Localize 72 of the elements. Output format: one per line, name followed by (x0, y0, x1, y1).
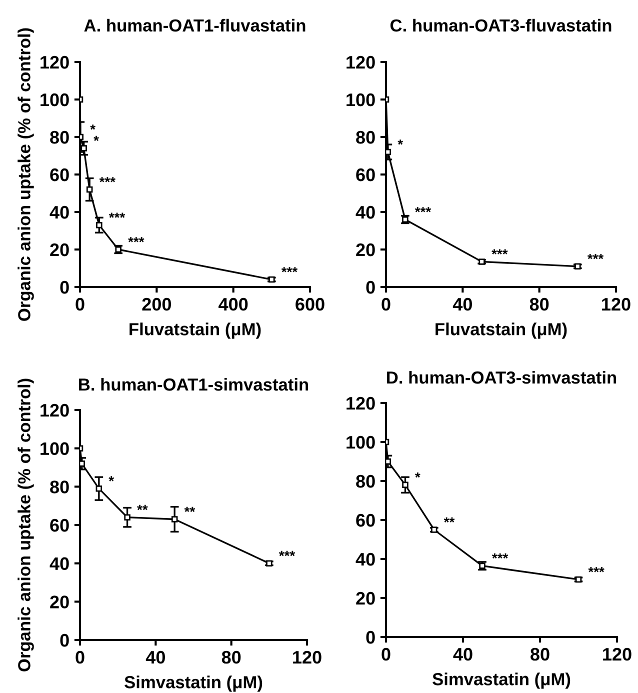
y-tick-label: 40 (50, 557, 69, 570)
y-tick-label: 100 (346, 436, 375, 449)
annotation: *** (108, 212, 126, 218)
annotation: ** (444, 517, 455, 522)
x-tick-label: 0 (382, 298, 390, 311)
y-tick-label: 20 (50, 243, 69, 256)
y-tick-label: 60 (50, 168, 69, 182)
annotation: *** (281, 267, 298, 272)
y-tick-label: 20 (356, 243, 375, 256)
annotation: *** (128, 237, 144, 242)
y-tick-label: 40 (356, 206, 375, 219)
y-axis-title: Organic anion uptake (% of control) (18, 28, 34, 321)
y-tick-label: 40 (356, 552, 375, 566)
annotation: *** (492, 249, 508, 254)
annotation: * (90, 124, 96, 130)
annotation: * (398, 140, 404, 145)
annotation: *** (414, 207, 432, 212)
chart-title: C. human-OAT3-fluvastatin (390, 18, 612, 32)
y-tick-label: 0 (60, 634, 69, 647)
annotation: * (415, 472, 420, 478)
x-tick-label: 40 (453, 648, 472, 661)
x-tick-label: 40 (452, 298, 472, 311)
x-axis-title: Simvastatin (μM) (124, 676, 262, 692)
y-tick-label: 20 (356, 592, 375, 605)
x-tick-label: 600 (296, 298, 324, 311)
y-tick-label: 100 (346, 93, 375, 106)
y-tick-label: 20 (50, 596, 69, 608)
x-tick-label: 80 (222, 650, 241, 664)
y-tick-label: 0 (60, 280, 69, 294)
chart-title: D. human-OAT3-simvastatin (387, 370, 616, 384)
y-tick-label: 120 (346, 56, 375, 69)
x-tick-label: 120 (293, 650, 322, 664)
x-tick-label: 120 (602, 298, 630, 311)
x-tick-label: 400 (218, 298, 248, 311)
y-tick-label: 80 (356, 474, 375, 488)
y-tick-label: 80 (50, 480, 69, 494)
annotation: ** (137, 504, 148, 510)
y-tick-label: 60 (356, 514, 375, 527)
chart-title: B. human-OAT1-simvastatin (79, 378, 308, 391)
y-tick-label: 120 (40, 56, 69, 69)
x-axis-title: Fluvatstain (μM) (436, 322, 567, 339)
annotation: *** (492, 553, 508, 559)
x-tick-label: 200 (142, 298, 171, 311)
x-tick-label: 0 (76, 650, 84, 664)
y-tick-label: 60 (356, 168, 375, 182)
y-axis-title: Organic anion uptake (% of control) (18, 378, 34, 672)
y-tick-label: 100 (40, 93, 69, 106)
annotation: *** (587, 254, 604, 260)
y-tick-label: 0 (366, 630, 375, 644)
y-tick-label: 120 (40, 404, 69, 417)
x-tick-label: 80 (530, 648, 550, 661)
y-tick-label: 0 (366, 280, 375, 294)
y-tick-label: 120 (346, 396, 375, 410)
annotation: ** (184, 506, 196, 512)
x-tick-label: 40 (146, 650, 165, 664)
x-axis-title: Simvastatin (μM) (432, 672, 570, 689)
annotation: *** (278, 550, 296, 556)
y-tick-label: 60 (50, 518, 69, 532)
y-tick-label: 100 (40, 442, 69, 456)
x-tick-label: 0 (76, 298, 84, 311)
y-tick-label: 80 (50, 130, 69, 144)
x-tick-label: 120 (603, 648, 632, 661)
annotation: * (108, 476, 114, 482)
annotation: * (94, 136, 99, 141)
y-tick-label: 80 (356, 130, 375, 144)
x-tick-label: 80 (530, 298, 549, 311)
x-axis-title: Fluvatstain (μM) (130, 322, 261, 339)
y-tick-label: 40 (50, 206, 69, 219)
annotation: *** (588, 567, 604, 572)
x-tick-label: 0 (382, 648, 390, 661)
chart-title: A. human-OAT1-fluvastatin (84, 18, 306, 32)
annotation: *** (99, 177, 116, 182)
